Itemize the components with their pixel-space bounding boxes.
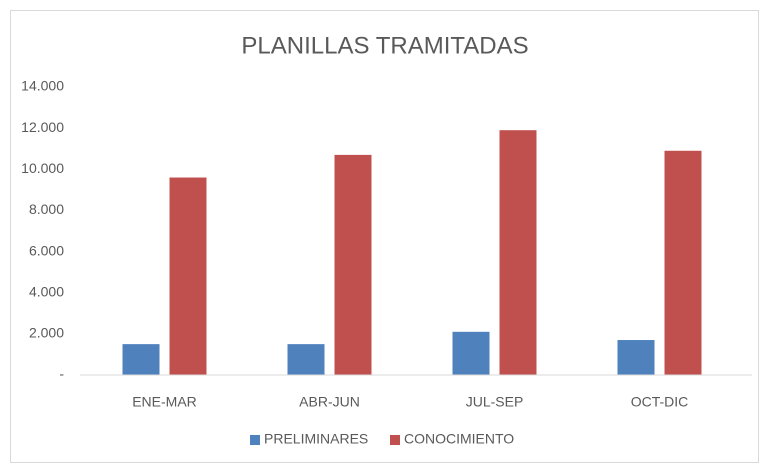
chart-border — [10, 10, 759, 463]
legend-swatch — [390, 435, 400, 445]
y-tick-label: 8.000 — [29, 201, 64, 217]
y-tick-label: - — [59, 366, 64, 382]
bar — [452, 331, 490, 375]
x-tick-label: OCT-DIC — [631, 394, 689, 410]
y-tick-label: 10.000 — [21, 160, 64, 176]
y-tick-label: 6.000 — [29, 242, 64, 258]
y-tick-label: 2.000 — [29, 325, 64, 341]
x-tick-label: JUL-SEP — [466, 394, 524, 410]
bar — [334, 154, 372, 375]
bar — [499, 130, 537, 375]
legend-swatch — [250, 435, 260, 445]
legend-label: CONOCIMIENTO — [404, 431, 514, 447]
y-tick-label: 12.000 — [21, 119, 64, 135]
y-tick-label: 4.000 — [29, 283, 64, 299]
legend-label: PRELIMINARES — [264, 431, 368, 447]
bar — [287, 344, 325, 375]
x-tick-label: ABR-JUN — [299, 394, 360, 410]
bar — [664, 150, 702, 375]
bar — [169, 177, 207, 375]
bar — [122, 344, 160, 375]
y-tick-label: 14.000 — [21, 78, 64, 94]
chart-title: PLANILLAS TRAMITADAS — [241, 32, 528, 59]
bar — [617, 340, 655, 375]
x-tick-label: ENE-MAR — [132, 394, 197, 410]
